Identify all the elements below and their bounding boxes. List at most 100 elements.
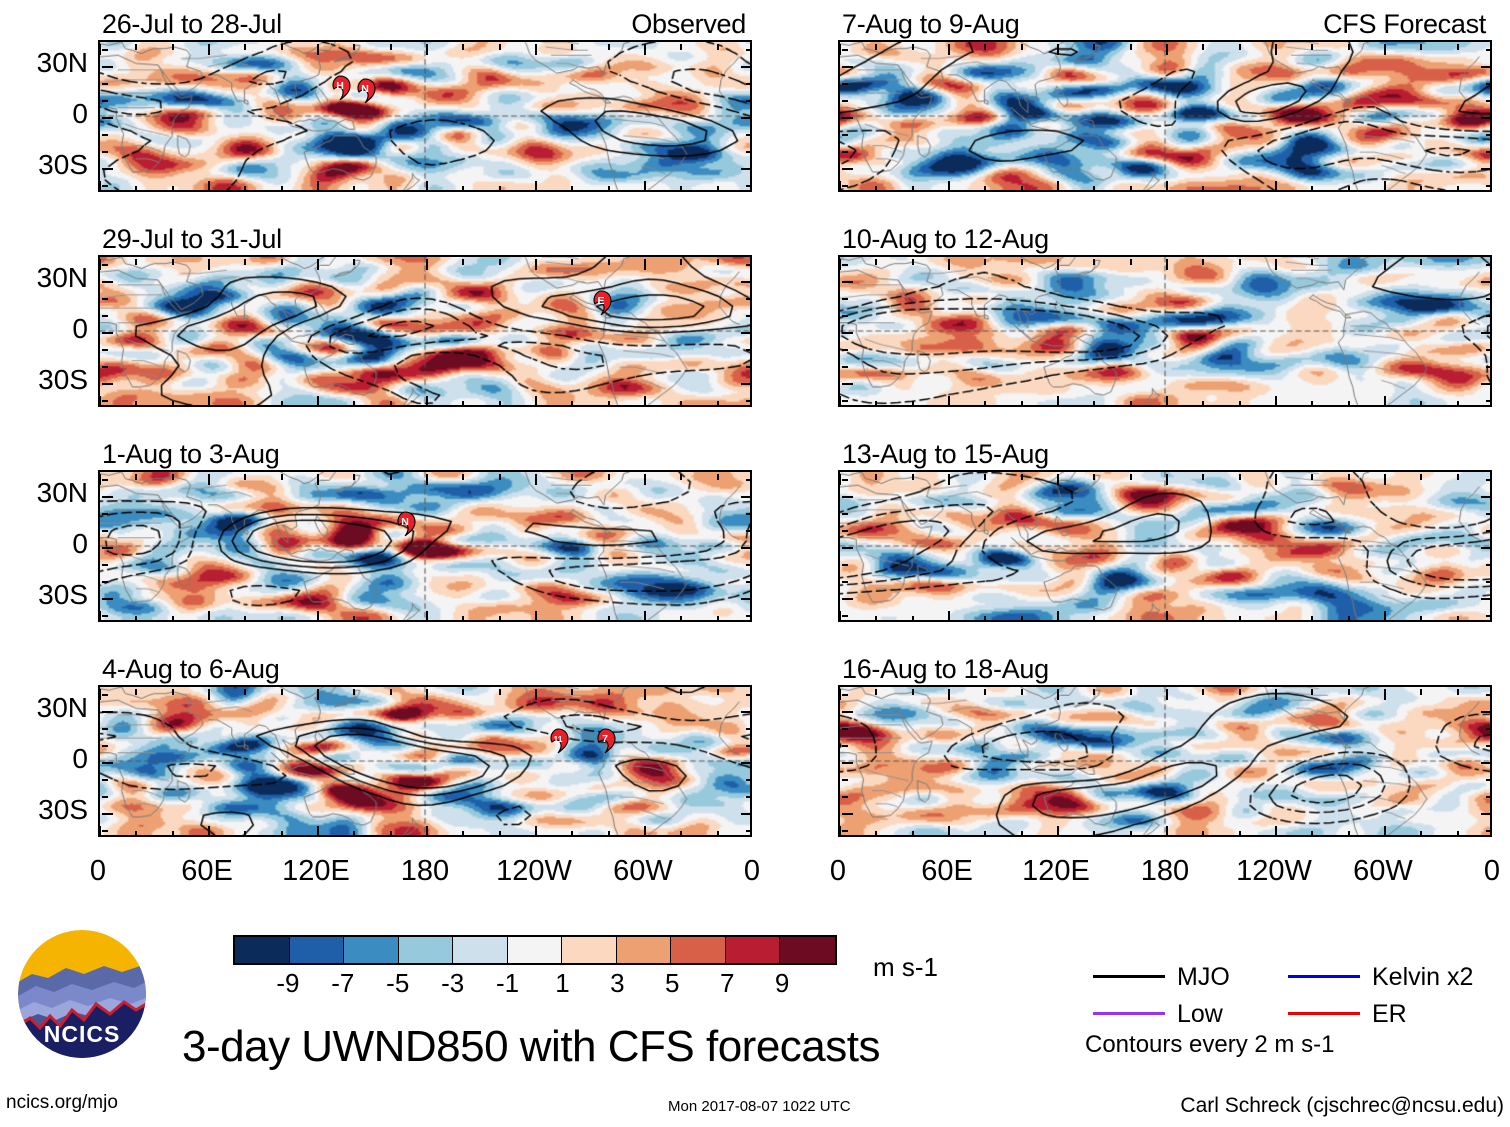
map-panel-obs-4[interactable]: 11 7 [98,685,752,837]
map-panel-obs-3[interactable]: N [98,470,752,622]
y-tick [842,117,853,119]
y-tick [741,762,750,764]
x-tick [716,401,719,405]
x-tick [317,826,319,835]
x-tick [462,259,465,265]
x-tick [607,401,610,405]
x-tick [280,689,283,695]
x-tick [1020,186,1023,190]
x-tick [716,689,719,695]
x-axis-label-right-2: 120E [1022,855,1090,887]
map-panel-fcst-1[interactable] [838,40,1492,192]
x-tick [875,831,878,835]
x-tick [1093,44,1096,50]
y-tick [1486,150,1490,153]
x-tick [389,616,392,620]
storm-marker-obs-4-0[interactable]: 11 [547,728,569,754]
x-tick [135,689,138,695]
x-tick [1456,616,1459,620]
x-tick [535,44,537,55]
y-tick [746,315,750,318]
x-tick [1456,44,1459,50]
x-tick [171,186,174,190]
y-tick [746,83,750,86]
map-panel-fcst-4[interactable] [838,685,1492,837]
y-tick [102,332,113,334]
y-tick [842,49,848,52]
y-tick [842,745,848,748]
y-tick [1486,133,1490,136]
map-panel-fcst-3[interactable] [838,470,1492,622]
map-canvas-fcst-2 [840,257,1490,405]
x-tick [1057,259,1059,270]
x-tick [840,474,841,485]
y-tick [842,597,853,600]
x-tick [571,401,574,405]
storm-marker-obs-1-1[interactable]: N [354,78,376,104]
y-tick [1486,728,1490,731]
colorbar-tick-5: 5 [665,968,680,998]
y-tick [102,117,113,119]
legend-swatch-low [1093,1012,1165,1015]
x-tick [208,611,210,620]
footer-site-link[interactable]: ncics.org/mjo [6,1092,118,1113]
x-tick [875,474,878,480]
x-tick [984,831,987,835]
x-tick [498,186,501,190]
x-tick [1456,689,1459,695]
x-tick [911,474,914,480]
x-tick [1347,831,1350,835]
x-tick [911,186,914,190]
x-tick [498,44,501,50]
x-tick [100,259,101,270]
x-tick [607,44,610,50]
y-tick [1486,580,1490,583]
x-tick [840,826,841,835]
x-tick [462,401,465,405]
map-panel-fcst-2[interactable] [838,255,1492,407]
map-panel-obs-2[interactable]: E [98,255,752,407]
x-tick [1166,181,1168,190]
map-canvas-obs-4 [100,687,750,835]
x-tick [389,186,392,190]
y-tick [842,167,853,170]
y-axis-label-30n-obs-2: 30N [36,262,88,294]
x-tick [1238,186,1241,190]
y-axis-label-30s-obs-1: 30S [38,148,88,180]
storm-marker-obs-3-0[interactable]: N [394,511,416,537]
x-tick [1202,474,1205,480]
x-tick [1238,689,1241,695]
x-tick [680,474,683,480]
y-tick [746,479,750,482]
y-tick [746,298,750,301]
y-tick [842,66,853,69]
y-tick [102,812,113,815]
y-tick [842,563,848,566]
x-tick [1020,689,1023,695]
y-tick [842,547,853,549]
x-tick [317,474,319,485]
panel-title-fcst-2: 10-Aug to 12-Aug [842,224,1049,254]
y-tick [741,382,750,385]
y-tick [102,597,113,600]
storm-marker-obs-1-0[interactable]: H [329,75,351,101]
y-axis-label-0-obs-2: 0 [72,313,88,344]
y-tick [102,711,113,714]
x-tick [1311,616,1314,620]
x-tick [948,181,950,190]
y-tick [746,563,750,566]
y-tick [746,530,750,533]
panel-title-fcst-1: 7-Aug to 9-Aug [842,9,1020,39]
y-tick [746,778,750,781]
x-tick [911,401,914,405]
y-tick [741,597,750,600]
y-tick [746,614,750,617]
storm-marker-obs-4-1[interactable]: 7 [594,728,616,754]
storm-marker-obs-2-0[interactable]: E [590,290,612,316]
x-tick [1275,396,1277,405]
x-axis-label-right-6: 0 [1483,855,1501,887]
x-tick [498,401,501,405]
x-tick [1275,44,1277,55]
x-axis-label-right-1: 60E [921,855,973,887]
